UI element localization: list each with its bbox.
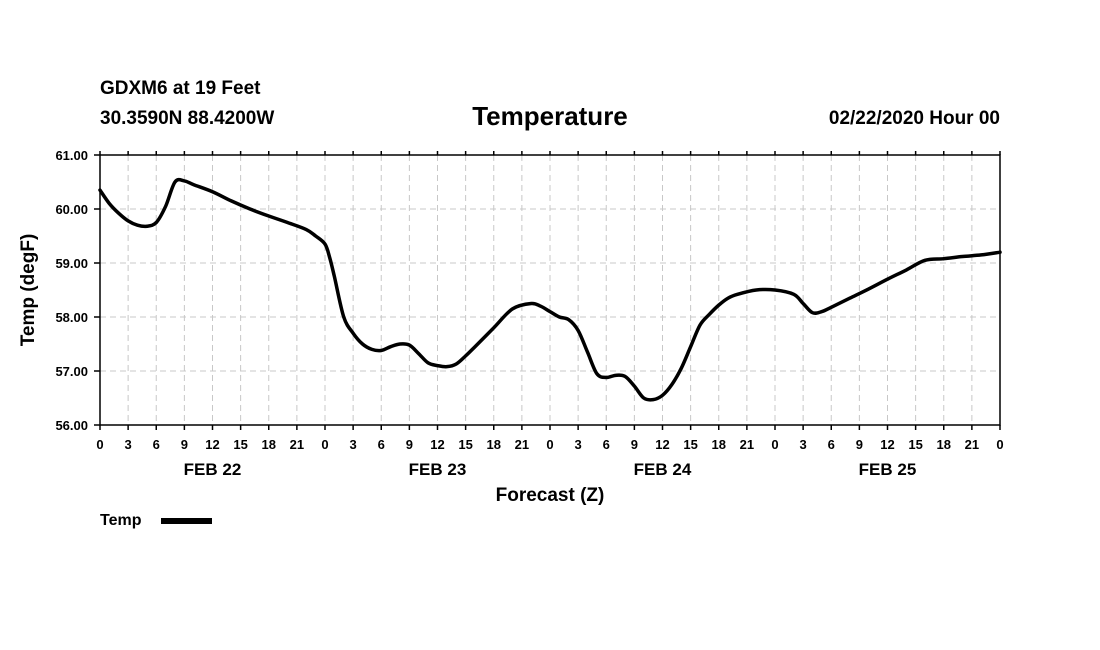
x-tick-label: 3 [125, 437, 132, 452]
x-tick-label: 0 [771, 437, 778, 452]
x-tick-label: 21 [290, 437, 304, 452]
x-tick-label: 6 [603, 437, 610, 452]
x-tick-label: 9 [181, 437, 188, 452]
day-label: FEB 23 [409, 460, 467, 479]
x-tick-label: 0 [321, 437, 328, 452]
x-axis-label: Forecast (Z) [496, 485, 605, 506]
x-tick-label: 12 [430, 437, 444, 452]
x-tick-label: 15 [458, 437, 472, 452]
station-label: GDXM6 at 19 Feet [100, 78, 261, 99]
x-tick-label: 21 [965, 437, 979, 452]
x-tick-label: 12 [880, 437, 894, 452]
x-tick-label: 6 [378, 437, 385, 452]
temp-series-line [98, 177, 1002, 402]
x-tick-label: 18 [262, 437, 276, 452]
y-axis-label: Temp (degF) [18, 234, 39, 347]
x-tick-label: 15 [233, 437, 247, 452]
x-tick-label: 12 [655, 437, 669, 452]
legend-label: Temp [100, 512, 142, 529]
x-tick-label: 18 [937, 437, 951, 452]
x-tick-label: 21 [515, 437, 529, 452]
x-tick-label: 9 [631, 437, 638, 452]
plot-frame [99, 154, 1001, 426]
x-tick-label: 15 [683, 437, 697, 452]
grid [100, 155, 1000, 425]
x-tick-label: 3 [800, 437, 807, 452]
y-tick-label: 58.00 [55, 310, 88, 325]
x-tick-label: 3 [575, 437, 582, 452]
x-tick-label: 0 [96, 437, 103, 452]
y-tick-label: 60.00 [55, 202, 88, 217]
y-tick-label: 56.00 [55, 418, 88, 433]
location-label: 30.3590N 88.4200W [100, 108, 274, 129]
chart-title: Temperature [472, 101, 628, 131]
x-tick-label: 6 [153, 437, 160, 452]
x-tick-label: 21 [740, 437, 754, 452]
x-tick-label: 18 [487, 437, 501, 452]
day-label: FEB 22 [184, 460, 242, 479]
x-tick-label: 15 [908, 437, 922, 452]
y-tick-label: 61.00 [55, 148, 88, 163]
x-tick-label: 0 [546, 437, 553, 452]
day-label: FEB 25 [859, 460, 917, 479]
issued-time-label: 02/22/2020 Hour 00 [829, 108, 1000, 129]
plot-area [98, 177, 1002, 402]
x-tick-label: 12 [205, 437, 219, 452]
x-tick-label: 6 [828, 437, 835, 452]
x-tick-label: 3 [350, 437, 357, 452]
x-tick-label: 0 [996, 437, 1003, 452]
x-tick-label: 9 [856, 437, 863, 452]
axis-ticks: 56.00 57.00 58.00 59.00 60.00 61.00 0 3 6 9 12 15 18… [55, 148, 1003, 479]
x-tick-label: 9 [406, 437, 413, 452]
y-tick-label: 59.00 [55, 256, 88, 271]
day-label: FEB 24 [634, 460, 692, 479]
y-tick-label: 57.00 [55, 364, 88, 379]
x-tick-label: 18 [712, 437, 726, 452]
